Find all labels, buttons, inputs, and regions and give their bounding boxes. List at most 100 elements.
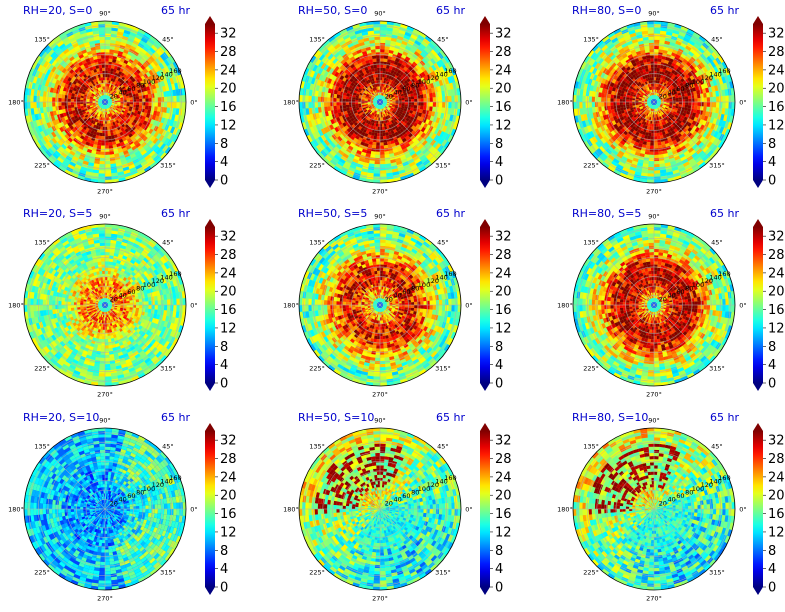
colorbar-extend-min xyxy=(753,383,763,391)
colorbar-extend-min xyxy=(753,587,763,595)
radial-tick-label: 140 xyxy=(160,273,172,281)
radial-tick-label: 40 xyxy=(118,292,126,300)
grid-spoke xyxy=(322,304,381,363)
angle-tick-label: 90° xyxy=(99,417,111,425)
grid-spoke xyxy=(653,508,712,567)
colorbar-tick-label: 20 xyxy=(220,285,237,300)
grid-spoke xyxy=(379,44,438,103)
colorbar-tick-label: 0 xyxy=(220,581,228,596)
angle-tick-label: 90° xyxy=(648,213,660,221)
radial-tick-label: 80 xyxy=(136,488,144,496)
colorbar-tick-label: 28 xyxy=(495,45,512,60)
colorbar-tick-label: 0 xyxy=(495,174,503,189)
colorbar-tick-label: 24 xyxy=(220,63,237,78)
colorbar-tick-label: 16 xyxy=(495,303,512,318)
colorbar-tick-label: 28 xyxy=(220,45,237,60)
angle-tick-label: 315° xyxy=(160,161,176,169)
colorbar-tick-label: 32 xyxy=(220,230,237,245)
angle-tick-label: 270° xyxy=(372,595,388,603)
colorbar-tick-label: 20 xyxy=(495,82,512,97)
angle-tick-label: 225° xyxy=(34,364,50,372)
panel-time-label: 65 hr xyxy=(436,4,465,17)
radial-tick-label: 140 xyxy=(435,477,447,485)
panel-time-label: 65 hr xyxy=(161,207,190,220)
radial-tick-label: 80 xyxy=(411,284,419,292)
angle-tick-label: 180° xyxy=(283,99,299,107)
colorbar-tick-label: 32 xyxy=(495,27,512,42)
angle-tick-label: 45° xyxy=(162,443,174,451)
colorbar-tick-label: 4 xyxy=(220,562,228,577)
colorbar-tick-label: 0 xyxy=(220,174,228,189)
angle-tick-label: 180° xyxy=(8,302,24,310)
panel-title: RH=80, S=10 xyxy=(572,411,648,424)
panel-title: RH=50, S=5 xyxy=(298,207,367,220)
colorbar-tick-label: 12 xyxy=(768,321,785,336)
radial-tick-label: 100 xyxy=(418,281,430,289)
angle-tick-label: 0° xyxy=(465,506,472,514)
radial-tick-label: 60 xyxy=(676,288,684,296)
angle-tick-label: 135° xyxy=(34,239,50,247)
colorbar-tick-label: 24 xyxy=(768,266,785,281)
radial-tick-label: 60 xyxy=(127,85,135,93)
colorbar-tick-label: 4 xyxy=(220,358,228,373)
angle-tick-label: 135° xyxy=(583,239,599,247)
colorbar-tick-label: 20 xyxy=(220,489,237,504)
angle-tick-label: 90° xyxy=(648,417,660,425)
angle-tick-label: 45° xyxy=(437,443,449,451)
radial-tick-label: 40 xyxy=(667,496,675,504)
angle-tick-label: 225° xyxy=(309,161,325,169)
radial-tick-label: 20 xyxy=(110,295,118,303)
grid-spoke xyxy=(596,247,655,306)
radial-tick-label: 100 xyxy=(418,78,430,86)
radial-tick-label: 160 xyxy=(444,474,456,482)
angle-tick-label: 225° xyxy=(34,161,50,169)
angle-tick-label: 315° xyxy=(435,161,451,169)
colorbar-extend-min xyxy=(205,587,215,595)
colorbar-tick-label: 16 xyxy=(495,507,512,522)
grid-spoke xyxy=(104,304,163,363)
grid-spoke xyxy=(47,304,106,363)
panel-time-label: 65 hr xyxy=(161,411,190,424)
colorbar: 0 4 8 12 16 20 24 28 32 xyxy=(480,219,512,392)
angle-tick-label: 135° xyxy=(583,443,599,451)
colorbar-tick-label: 8 xyxy=(768,340,776,355)
angle-tick-label: 270° xyxy=(646,595,662,603)
angle-tick-label: 135° xyxy=(34,36,50,44)
colorbar-tick-label: 8 xyxy=(220,544,228,559)
colorbar-tick-label: 12 xyxy=(220,525,237,540)
colorbar-tick-label: 24 xyxy=(220,470,237,485)
radial-tick-label: 100 xyxy=(692,281,704,289)
radial-tick-label: 20 xyxy=(110,499,118,507)
angle-tick-label: 135° xyxy=(309,36,325,44)
colorbar-tick-label: 12 xyxy=(768,525,785,540)
radial-tick-label: 160 xyxy=(718,270,730,278)
angle-tick-label: 180° xyxy=(8,99,24,107)
polar-frame xyxy=(298,223,462,387)
angle-tick-label: 0° xyxy=(739,302,746,310)
grid-spoke xyxy=(596,304,655,363)
radial-tick-label: 120 xyxy=(701,277,713,285)
angle-tick-label: 315° xyxy=(709,364,725,372)
radial-tick-label: 160 xyxy=(444,67,456,75)
polar-frame xyxy=(298,427,462,591)
radial-tick-label: 140 xyxy=(160,477,172,485)
grid-spoke xyxy=(596,451,655,510)
grid-spoke xyxy=(379,101,438,160)
panel-title: RH=20, S=0 xyxy=(23,4,92,17)
colorbar-tick-label: 32 xyxy=(220,27,237,42)
angle-tick-label: 45° xyxy=(162,239,174,247)
radial-tick-label: 40 xyxy=(393,89,401,97)
radial-tick-label: 20 xyxy=(385,499,393,507)
grid-spoke xyxy=(47,508,106,567)
grid-spoke xyxy=(322,508,381,567)
radial-tick-label: 140 xyxy=(709,273,721,281)
radial-tick-label: 160 xyxy=(169,270,181,278)
colorbar: 0 4 8 12 16 20 24 28 32 xyxy=(480,16,512,189)
panel-time-label: 65 hr xyxy=(710,411,739,424)
colorbar-tick-label: 20 xyxy=(768,489,785,504)
angle-tick-label: 315° xyxy=(709,161,725,169)
polar-panel: 0°45°90°135°180°225°270°315°20 40 60 801001… xyxy=(8,207,198,399)
colorbar-tick-label: 32 xyxy=(220,434,237,449)
colorbar-tick-label: 12 xyxy=(220,118,237,133)
colorbar-tick-label: 20 xyxy=(495,489,512,504)
